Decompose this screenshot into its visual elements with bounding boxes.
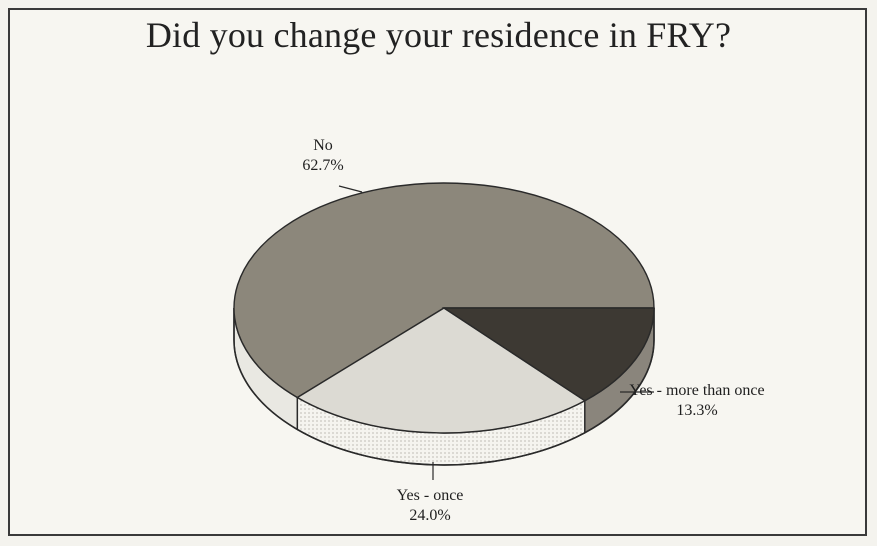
pie-slice-no — [233, 182, 655, 399]
slice-label: Yes - more than once — [629, 382, 764, 399]
slice-value-label: 13.3% — [676, 402, 717, 419]
pie-rim — [233, 308, 655, 466]
slice-value-label: 62.7% — [302, 157, 343, 174]
pie-slice-yes-more-than-once — [441, 307, 655, 402]
leader-line — [338, 185, 363, 193]
pie-slice-yes-once — [296, 307, 587, 434]
slice-label: No — [313, 137, 333, 154]
slice-value-label: 24.0% — [409, 507, 450, 524]
chart-title: Did you change your residence in FRY? — [145, 15, 732, 55]
slice-label: Yes - once — [397, 487, 464, 504]
